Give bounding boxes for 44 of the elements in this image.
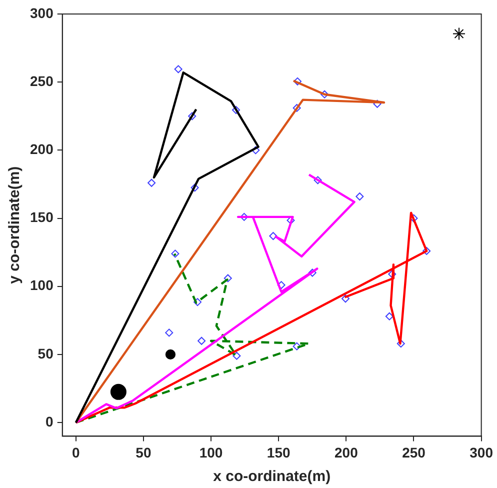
point: [452, 27, 466, 40]
point: [190, 184, 199, 192]
y-tick-label: 0: [46, 413, 54, 430]
y-tick-label: 150: [30, 209, 54, 226]
point: [292, 104, 301, 112]
point: [292, 342, 301, 350]
point: [224, 274, 232, 282]
x-tick-label: 50: [136, 444, 152, 460]
y-axis-title: y co-ordinate(m): [6, 166, 24, 284]
x-tick-label: 300: [470, 444, 494, 460]
y-tick-label: 250: [30, 72, 54, 89]
x-tick-label: 0: [72, 444, 80, 460]
point: [165, 328, 174, 337]
point: [171, 250, 180, 258]
point: [198, 336, 206, 345]
x-tick-label: 150: [266, 444, 290, 460]
x-axis-title: x co-ordinate(m): [213, 468, 331, 486]
point: [294, 77, 302, 86]
point: [148, 178, 156, 187]
point: [373, 100, 382, 108]
point: [232, 352, 241, 360]
point: [422, 246, 431, 255]
point: [396, 340, 405, 348]
x-tick-label: 200: [334, 444, 358, 460]
y-tick-label: 50: [38, 345, 54, 362]
y-tick-label: 200: [30, 141, 54, 158]
x-tick-label: 250: [402, 444, 426, 460]
point: [232, 106, 240, 114]
point: [341, 294, 350, 303]
point: [188, 112, 196, 120]
point: [320, 90, 329, 98]
point: [314, 176, 322, 184]
point: [388, 270, 396, 278]
point: [174, 65, 182, 74]
point: [269, 232, 278, 240]
point: [308, 268, 316, 277]
point: [356, 192, 364, 200]
y-tick-label: 300: [30, 4, 54, 21]
x-tick-label: 100: [199, 444, 223, 460]
point: [385, 312, 394, 320]
point: [194, 298, 202, 306]
point: [252, 146, 260, 154]
y-tick-label: 100: [30, 277, 54, 294]
point: [240, 212, 248, 221]
